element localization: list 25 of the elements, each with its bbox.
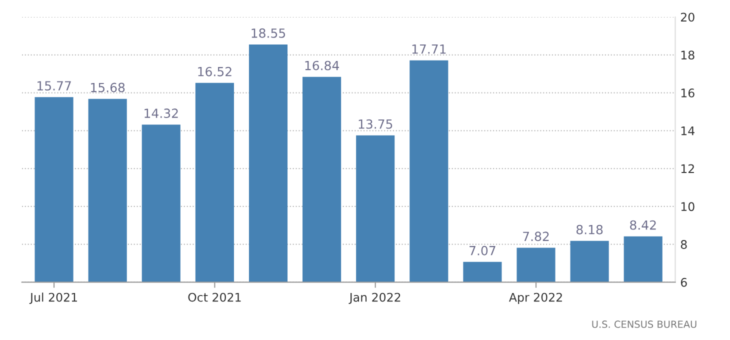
y-tick-label: 10 [681,202,694,212]
y-tick-label: 20 [680,12,694,22]
x-tick-label: Oct 2021 [188,292,241,302]
y-tick-label: 6 [680,278,687,287]
y-tick-label: 8 [680,240,687,249]
y-tick-label: 12 [681,164,694,174]
data-label: 15.68 [91,82,125,92]
data-label: 13.75 [358,119,392,129]
y-tick-label: 16 [681,88,694,98]
data-label: 18.55 [252,28,286,38]
x-tick-label: Apr 2022 [508,292,562,304]
y-tick-label: 18 [681,50,694,60]
data-label: 7.82 [523,232,549,242]
y-tick-label: 14 [681,126,694,136]
x-tick-label: Jan 2022 [348,292,400,304]
data-label: 16.52 [198,66,232,76]
data-label: 7.07 [470,246,496,256]
data-label: 8.42 [630,220,656,230]
data-label: 14.32 [144,108,178,118]
text: U.S. CENSUS BUREAU [592,320,696,328]
data-label: 8.18 [576,224,603,234]
data-label: 15.77 [38,81,71,91]
data-label: 17.71 [412,44,446,54]
data-label: 16.84 [305,60,339,70]
x-tick-label: Jul 2021 [29,292,77,304]
